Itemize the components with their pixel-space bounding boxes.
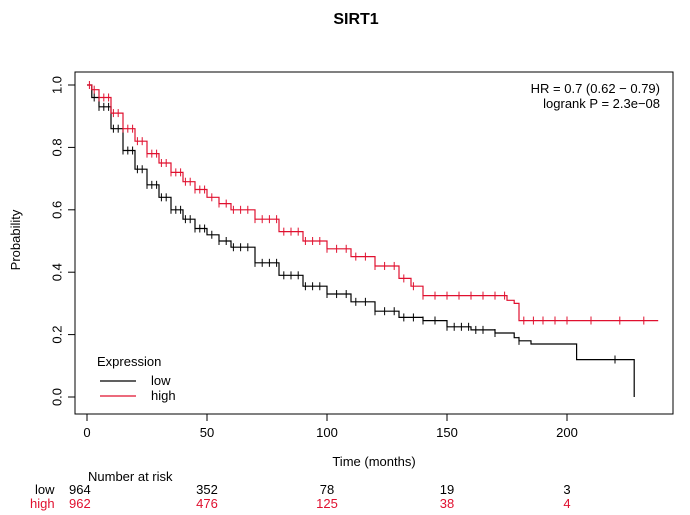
x-tick-label: 0 [83, 425, 90, 440]
legend-title: Expression [97, 354, 161, 369]
x-axis: 0 50 100 150 200 [83, 413, 578, 440]
logrank-label: logrank P = 2.3e−08 [543, 96, 660, 111]
risk-value-high: 125 [316, 496, 338, 511]
risk-value-low: 78 [320, 482, 334, 497]
x-tick-label: 200 [556, 425, 578, 440]
risk-table: Number at risk low high 964 352 78 19 3 962 47… [30, 469, 571, 511]
risk-value-high: 4 [563, 496, 570, 511]
x-tick-label: 100 [316, 425, 338, 440]
risk-values: 964 352 78 19 3 962 476 125 38 4 [69, 482, 571, 511]
risk-row-label-high: high [30, 496, 55, 511]
plot-frame [74, 71, 674, 415]
y-tick-label: 0.8 [49, 138, 64, 156]
risk-value-high: 38 [440, 496, 454, 511]
y-tick-label: 0.4 [49, 263, 64, 281]
legend-label-high: high [151, 388, 176, 403]
risk-value-low: 3 [563, 482, 570, 497]
y-axis: 0.0 0.2 0.4 0.6 0.8 1.0 [49, 76, 76, 406]
y-tick-label: 0.0 [49, 388, 64, 406]
x-tick-label: 150 [436, 425, 458, 440]
survival-curve-low [87, 84, 635, 397]
y-tick-label: 1.0 [49, 76, 64, 94]
legend: Expression low high [97, 354, 176, 403]
y-axis-label: Probability [8, 209, 23, 270]
x-axis-label: Time (months) [332, 454, 415, 469]
hazard-ratio-label: HR = 0.7 (0.62 − 0.79) [531, 81, 660, 96]
survival-curve-high [87, 84, 659, 322]
legend-label-low: low [151, 373, 171, 388]
risk-value-low: 964 [69, 482, 91, 497]
y-tick-label: 0.6 [49, 201, 64, 219]
y-tick-label: 0.2 [49, 326, 64, 344]
risk-value-high: 962 [69, 496, 91, 511]
risk-value-high: 476 [196, 496, 218, 511]
series-layer [87, 81, 659, 397]
risk-table-title: Number at risk [88, 469, 173, 484]
chart-title: SIRT1 [333, 11, 378, 28]
risk-value-low: 19 [440, 482, 454, 497]
risk-row-label-low: low [35, 482, 55, 497]
x-tick-label: 50 [200, 425, 214, 440]
risk-value-low: 352 [196, 482, 218, 497]
